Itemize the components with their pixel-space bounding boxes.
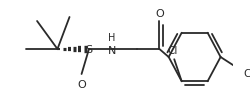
Text: S: S — [85, 45, 92, 55]
Text: O: O — [77, 79, 86, 89]
Text: N: N — [108, 46, 116, 56]
Text: O: O — [154, 9, 163, 19]
Text: H: H — [108, 33, 115, 43]
Text: Cl: Cl — [166, 46, 177, 56]
Text: Cl: Cl — [242, 68, 250, 78]
